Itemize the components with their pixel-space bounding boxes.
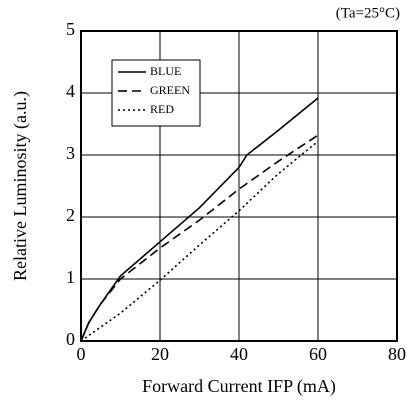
y-tick-label: 1 [66, 267, 75, 287]
annotation: (Ta=25°C) [336, 5, 400, 21]
legend-label: BLUE [150, 64, 181, 78]
x-tick-label: 20 [151, 344, 169, 364]
x-tick-label: 60 [309, 344, 327, 364]
y-tick-label: 3 [66, 143, 75, 163]
legend-label: GREEN [150, 83, 190, 97]
y-tick-label: 0 [66, 329, 75, 349]
x-tick-label: 0 [77, 344, 86, 364]
plot-frame [80, 30, 398, 342]
legend-box [111, 59, 201, 127]
x-tick-label: 40 [230, 344, 248, 364]
x-tick-label: 80 [388, 344, 406, 364]
y-tick-label: 5 [66, 19, 75, 39]
y-tick-label: 2 [66, 205, 75, 225]
legend-label: RED [150, 102, 174, 116]
line [80, 134, 319, 342]
y-axis-label: Relative Luminosity (a.u.) [10, 91, 31, 281]
y-tick-label: 4 [66, 81, 75, 101]
x-axis-label: Forward Current IFP (mA) [142, 376, 336, 397]
line [80, 140, 319, 342]
